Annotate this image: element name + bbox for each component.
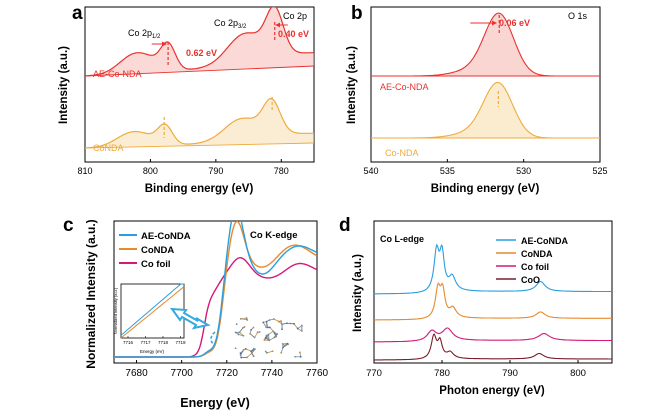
panel-a-ylabel: Intensity (a.u.): [58, 46, 70, 124]
panel-b-xlabel: Binding energy (eV): [431, 183, 540, 195]
x-tick-label: 7760: [306, 368, 329, 379]
panel-a-xlabel: Binding energy (eV): [145, 183, 254, 195]
panel-c-inset: 7716 7717 7718 7719 Energy (eV) Normalized …: [113, 283, 186, 354]
inset-tick-label: 7718: [158, 340, 169, 345]
panel-a-series-ae: [85, 7, 314, 77]
panel-d-x-ticks: 770 780 790 800: [366, 360, 586, 379]
legend-label-co-foil: Co foil: [141, 259, 171, 270]
x-tick-label: 530: [516, 166, 531, 176]
x-tick-label: 7680: [125, 368, 148, 379]
inset-tick-label: 7717: [140, 340, 151, 345]
x-tick-label: 780: [434, 368, 450, 379]
panel-a-x-ticks: 810 800 790 780: [77, 159, 289, 176]
panel-d-series-coo: [374, 333, 612, 361]
panel-d-corner-label: Co L-edge: [380, 234, 424, 244]
x-tick-label: 540: [363, 166, 378, 176]
panel-a-series-co: [85, 98, 314, 149]
zoom-region-bracket: [210, 331, 216, 347]
molecule-structure-icon: [234, 317, 303, 359]
panel-a-letter: a: [72, 3, 83, 24]
panel-b-legend-co: Co-NDA: [385, 148, 419, 158]
panel-b-letter: b: [351, 3, 363, 24]
panel-c-ylabel: Normalized Intensity (a.u.): [84, 219, 98, 368]
x-tick-label: 535: [440, 166, 455, 176]
panel-b-corner-label: O 1s: [568, 11, 588, 21]
panel-d-series-co-foil: [374, 327, 612, 343]
legend-label-conda: CoNDA: [141, 245, 174, 256]
legend-label-co-foil: Co foil: [521, 262, 549, 272]
panel-d-series-conda: [374, 282, 612, 321]
panel-a-peak-right-label: Co 2p3/2: [214, 18, 247, 30]
panel-c-letter: c: [63, 215, 74, 236]
panel-b-fill-co: [371, 82, 600, 138]
panel-a-frame: [84, 6, 315, 163]
inset-series-conda: [120, 286, 185, 339]
panel-a-fill-ae: [85, 7, 314, 76]
panel-a-baseline-ae: [85, 65, 314, 77]
panel-d-legend: AE-CoNDA CoNDA Co foil CoO: [496, 236, 568, 285]
panel-a-legend-co: CoNDA: [93, 143, 124, 153]
panel-b-plot: [371, 12, 600, 139]
panel-c-x-ticks: 7680 7700 7720 7740 7760: [125, 360, 329, 379]
panel-c-corner-label: Co K-edge: [250, 230, 298, 241]
panel-a-shift-left: 0.62 eV: [186, 48, 217, 58]
panel-a-plot: [85, 7, 314, 149]
panel-a-shift-right: 0.40 eV: [278, 29, 309, 39]
inset-ylabel: Normalized intensity (a.u.): [113, 287, 118, 334]
panel-d-xlabel: Photon energy (eV): [439, 385, 545, 397]
legend-label-conda: CoNDA: [521, 249, 553, 259]
x-tick-label: 7700: [171, 368, 194, 379]
inset-plot: [120, 283, 185, 339]
panel-c: c 7680 7700 7720 7740 7760 Energy (eV) Norma…: [63, 215, 329, 410]
panel-b-fill-ae: [371, 13, 600, 76]
panel-d-plot: [374, 243, 612, 361]
panel-c-series-ae-conda: [114, 221, 317, 358]
panel-c-legend: AE-CoNDA CoNDA Co foil: [119, 231, 191, 270]
panel-a: a 810 800 790 780 Binding energy (eV) Inten…: [58, 3, 315, 195]
panel-a-peak-left-label: Co 2p1/2: [128, 28, 161, 40]
x-tick-label: 7740: [261, 368, 284, 379]
panel-b-shift: 0.06 eV: [499, 18, 530, 28]
panel-c-frame: [113, 220, 318, 364]
panel-b-x-ticks: 540 535 530 525: [363, 159, 608, 176]
x-tick-label: 770: [366, 368, 382, 379]
panel-d-series-ae-conda: [374, 243, 612, 295]
panel-d-letter: d: [339, 215, 351, 236]
inset-x-ticks: 7716 7717 7718 7719: [123, 336, 186, 345]
panel-b-ylabel: Intensity (a.u.): [346, 46, 358, 124]
panel-d-ylabel: Intensity (a.u.): [352, 254, 364, 332]
x-tick-label: 780: [274, 166, 289, 176]
panel-b: b 540 535 530 525 Binding energy (eV) Inten…: [346, 3, 608, 195]
x-tick-label: 525: [592, 166, 607, 176]
panel-c-xlabel: Energy (eV): [180, 396, 249, 410]
panel-b-legend-ae: AE-Co-NDA: [380, 82, 429, 92]
x-tick-label: 810: [77, 166, 92, 176]
legend-label-ae-conda: AE-CoNDA: [141, 231, 191, 242]
panel-a-legend-ae: AE-Co-NDA: [93, 69, 142, 79]
legend-label-ae-conda: AE-CoNDA: [521, 236, 568, 246]
inset-xlabel: Energy (eV): [140, 349, 165, 354]
inset-tick-label: 7716: [123, 340, 134, 345]
x-tick-label: 800: [570, 368, 586, 379]
inset-tick-label: 7719: [175, 340, 186, 345]
inset-series-ae-conda: [120, 283, 184, 336]
zoom-arrow: [169, 307, 211, 330]
x-tick-label: 800: [143, 166, 158, 176]
x-tick-label: 790: [502, 368, 518, 379]
panel-b-frame: [370, 6, 601, 163]
panel-a-baseline-co: [85, 142, 314, 149]
legend-label-coo: CoO: [521, 275, 540, 285]
panel-a-fill-co: [85, 98, 314, 148]
x-tick-label: 790: [208, 166, 223, 176]
panel-c-plot: [114, 221, 317, 358]
x-tick-label: 7720: [216, 368, 239, 379]
zoom-arrow-icon: [169, 307, 211, 330]
panel-d: d 770 780 790 800 Photon energy (eV) Intens…: [339, 215, 613, 397]
panel-a-corner-label: Co 2p: [283, 11, 307, 21]
